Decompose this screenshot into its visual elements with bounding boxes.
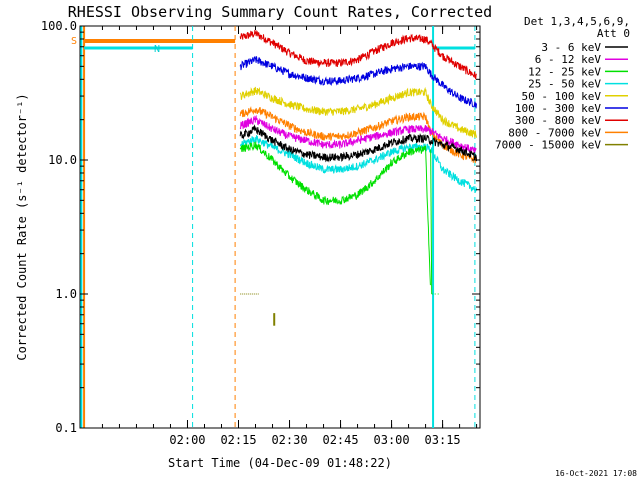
legend-label: 6 - 12 keV [535,53,602,66]
series-line [239,105,477,164]
y-axis-title: Corrected Count Rate (s⁻¹ detector⁻¹) [15,93,29,360]
x-tick-label: 03:00 [374,433,410,447]
legend-header-line1: Det 1,3,4,5,6,9, [524,15,630,28]
series-line [239,141,431,286]
legend-label: 25 - 50 keV [528,78,601,91]
x-tick-label: 02:45 [322,433,358,447]
legend-label: 50 - 100 keV [522,90,602,103]
legend-label: 800 - 7000 keV [508,126,601,139]
legend-label: 3 - 6 keV [541,41,601,54]
timestamp: 16-Oct-2021 17:08 [555,469,637,478]
flag-layer [80,26,476,428]
series-line [239,55,477,109]
series-line [239,135,477,193]
y-tick-label: 0.1 [55,421,77,435]
axes-layer: 100.0 10.0 1.0 0.1 02:00 02:15 02:30 02:45 03:00… [41,19,480,447]
y-tick-label: 10.0 [48,153,77,167]
legend-label: 300 - 800 keV [515,114,601,127]
series-layer [239,29,477,326]
x-tick-label: 03:15 [425,433,461,447]
legend-header-line2: Att 0 [597,27,630,40]
legend-label: 7000 - 15000 keV [495,139,601,152]
x-tick-label: 02:30 [271,433,307,447]
x-tick-label: 02:15 [220,433,256,447]
series-line [239,124,477,163]
x-tick-label: 02:00 [169,433,205,447]
y-tick-label: 100.0 [41,19,77,33]
y-tick-label: 1.0 [55,287,77,301]
flag-n-label: N [154,44,160,55]
series-line [239,29,477,80]
legend-label: 100 - 300 keV [515,102,601,115]
chart-title: RHESSI Observing Summary Count Rates, Co… [68,3,492,21]
series-line [239,114,477,154]
flag-s-label: S [71,36,77,47]
series-drop-12-25 [430,149,433,295]
x-axis-title: Start Time (04-Dec-09 01:48:22) [168,456,392,470]
legend-label: 12 - 25 keV [528,65,601,78]
plot-frame [79,25,481,429]
series-line [239,86,477,138]
